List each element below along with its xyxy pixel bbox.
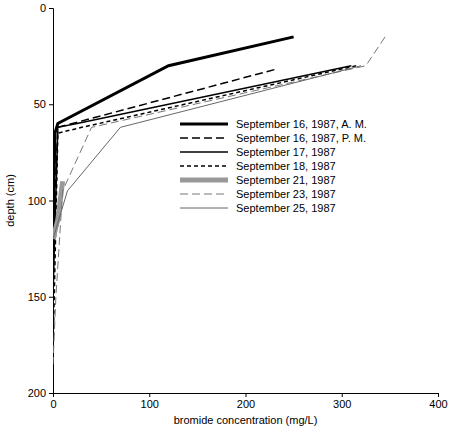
y-tick-mark: [49, 201, 53, 202]
x-tick-label: 200: [237, 398, 255, 410]
y-tick-mark: [49, 297, 53, 298]
legend-label: September 18, 1987: [236, 160, 336, 172]
y-tick-label: 0: [40, 2, 46, 14]
legend-label: September 16, 1987, A. M.: [236, 118, 367, 130]
legend: September 16, 1987, A. M. September 16, 1…: [180, 118, 367, 214]
legend-swatch: [180, 123, 228, 126]
legend-label: September 21, 1987: [236, 174, 336, 186]
x-tick: 100: [141, 393, 159, 410]
y-tick-mark: [49, 393, 53, 394]
x-tick-label: 400: [429, 398, 447, 410]
x-tick-mark: [149, 393, 150, 397]
x-tick-mark: [246, 393, 247, 397]
y-tick: 200: [28, 387, 53, 399]
legend-swatch: [180, 194, 228, 195]
legend-label: September 25, 1987: [236, 202, 336, 214]
legend-swatch: [180, 137, 228, 139]
x-axis-title: bromide concentration (mg/L): [174, 414, 318, 426]
series-line: [53, 66, 356, 355]
x-tick-mark: [438, 393, 439, 397]
legend-label: September 17, 1987: [236, 146, 336, 158]
y-tick-mark: [49, 104, 53, 105]
x-axis: 0 100 200 300 400: [50, 393, 447, 410]
legend-swatch: [180, 151, 228, 153]
y-tick-label: 50: [34, 98, 46, 110]
y-tick: 50: [34, 98, 53, 110]
y-tick-label: 200: [28, 387, 46, 399]
x-axis-line: [54, 394, 439, 398]
y-axis-title: depth (cm): [4, 174, 16, 227]
series-line: [53, 66, 361, 239]
x-tick: 0: [50, 393, 56, 410]
legend-swatch: [180, 165, 228, 167]
y-tick-label: 150: [28, 291, 46, 303]
x-tick-label: 300: [333, 398, 351, 410]
legend-label: September 23, 1987: [236, 188, 336, 200]
y-tick: 150: [28, 291, 53, 303]
x-tick: 300: [333, 393, 351, 410]
y-axis: 0 50 100 150 200: [28, 2, 54, 399]
series-line: [53, 37, 385, 364]
y-tick-mark: [49, 8, 53, 9]
legend-swatch: [180, 178, 228, 183]
chart: 0 100 200 300 400 0 50 100 150 200 bromide concent…: [0, 0, 450, 432]
x-tick: 200: [237, 393, 255, 410]
x-tick-label: 100: [141, 398, 159, 410]
legend-label: September 16, 1987, P. M.: [236, 132, 366, 144]
x-tick-mark: [342, 393, 343, 397]
y-axis-line: [49, 9, 54, 394]
y-tick: 0: [40, 2, 53, 14]
x-tick: 400: [429, 393, 447, 410]
x-tick-label: 0: [50, 398, 56, 410]
plot-area: [53, 37, 385, 364]
legend-swatch: [180, 208, 228, 209]
y-tick: 100: [28, 195, 53, 207]
y-tick-label: 100: [28, 195, 46, 207]
